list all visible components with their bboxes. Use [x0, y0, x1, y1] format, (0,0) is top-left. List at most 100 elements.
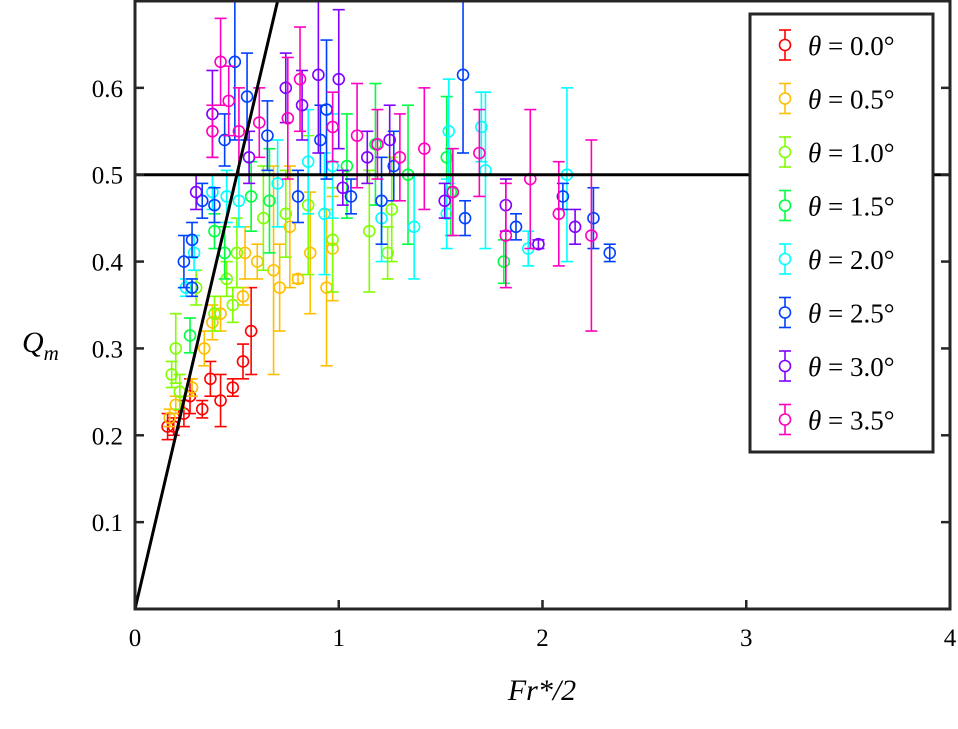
data-point [218, 226, 231, 280]
data-point [214, 373, 227, 428]
legend-label: θ = 0.0° [808, 31, 895, 61]
legend-value: = 3.0° [821, 352, 894, 382]
marker-circle [240, 90, 254, 103]
marker-circle [185, 281, 199, 294]
data-point [473, 108, 486, 198]
series-5 [177, 0, 617, 298]
legend-label: θ = 1.0° [808, 138, 895, 168]
data-point [509, 213, 523, 241]
marker-circle [295, 98, 309, 112]
x-tick-label: 3 [740, 625, 753, 652]
marker-circle [208, 307, 221, 320]
legend-marker [778, 306, 792, 319]
marker-circle [332, 72, 346, 86]
x-tick-label: 2 [536, 625, 549, 652]
legend-box [748, 12, 935, 454]
legend-marker [778, 359, 792, 373]
data-point [206, 304, 219, 341]
data-point [499, 182, 513, 289]
marker-circle [291, 190, 305, 203]
marker-circle [418, 142, 431, 155]
marker-circle [363, 224, 376, 238]
marker-circle [360, 151, 374, 164]
legend-theta: θ [808, 352, 821, 382]
marker-circle [206, 124, 219, 138]
marker-circle [195, 402, 209, 416]
data-point [363, 169, 376, 293]
data-point [208, 186, 221, 224]
data-point [523, 108, 537, 250]
legend-theta: θ [808, 31, 821, 61]
marker-circle [473, 146, 486, 160]
marker-circle [189, 281, 203, 294]
legend-entry: θ = 3.0° [778, 350, 895, 382]
data-point [291, 169, 305, 224]
marker-circle [603, 246, 617, 260]
marker-circle [238, 246, 252, 260]
marker-circle [509, 220, 523, 234]
legend-value: = 1.5° [821, 192, 894, 222]
series-7 [206, 17, 598, 332]
marker-circle [446, 185, 460, 199]
legend-label: θ = 3.0° [808, 352, 895, 382]
legend-label: θ = 2.5° [808, 299, 895, 329]
data-point [301, 108, 315, 215]
legend-entry: θ = 3.5° [778, 403, 895, 436]
data-point [344, 178, 358, 215]
legend-value: = 0.0° [821, 31, 894, 61]
marker-circle [283, 220, 297, 234]
marker-circle [163, 411, 176, 425]
data-point [497, 239, 511, 285]
marker-circle [244, 190, 258, 203]
marker-circle [326, 233, 339, 247]
data-point [261, 100, 274, 172]
legend-value: = 2.5° [821, 299, 894, 329]
data-point [195, 399, 209, 419]
data-point [208, 295, 221, 332]
data-point [371, 108, 384, 180]
marker-circle [189, 185, 203, 199]
marker-circle [301, 155, 315, 168]
marker-circle [208, 224, 221, 238]
legend-marker [778, 252, 792, 266]
marker-circle [393, 151, 407, 164]
marker-circle [303, 246, 317, 260]
data-point [189, 173, 203, 211]
marker-circle [293, 72, 307, 86]
marker-circle [228, 55, 242, 69]
data-point [271, 139, 284, 228]
marker-circle [350, 129, 364, 142]
legend-label: θ = 1.5° [808, 192, 895, 222]
data-point [303, 191, 317, 315]
marker-circle [208, 198, 221, 212]
marker-circle [375, 194, 388, 208]
data-point [185, 278, 199, 298]
data-point [603, 243, 617, 263]
marker-circle [383, 133, 396, 147]
marker-circle [244, 324, 258, 338]
marker-circle [261, 129, 274, 142]
data-point [458, 199, 472, 237]
data-point [250, 243, 264, 280]
marker-circle [385, 203, 399, 216]
data-point [438, 182, 452, 219]
data-point [568, 208, 582, 245]
data-point [214, 17, 227, 107]
data-point [185, 221, 199, 259]
legend-theta: θ [808, 85, 821, 115]
data-point [252, 87, 266, 159]
legend-entry: θ = 1.5° [778, 189, 895, 222]
legend-value: = 0.5° [821, 85, 894, 115]
marker-circle [222, 94, 236, 108]
data-point [295, 69, 309, 141]
marker-circle [312, 68, 325, 82]
data-point [320, 208, 333, 367]
marker-circle [279, 207, 293, 221]
marker-circle [271, 177, 284, 190]
marker-circle [187, 246, 201, 260]
marker-circle [336, 181, 350, 195]
x-tick-label: 0 [129, 625, 142, 652]
data-point [587, 186, 600, 250]
data-point [279, 52, 293, 124]
marker-circle [556, 190, 570, 203]
